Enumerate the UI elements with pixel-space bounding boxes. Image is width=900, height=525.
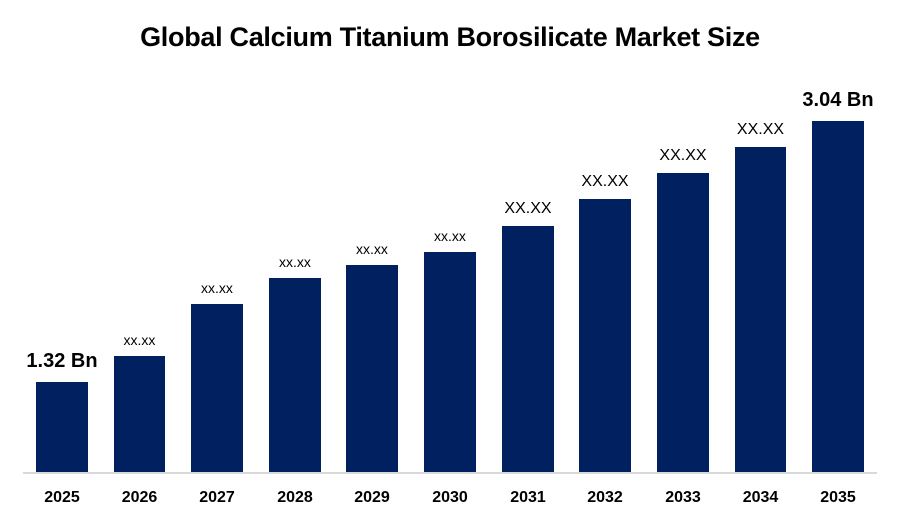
- value-label: 1.32 Bn: [26, 350, 98, 372]
- bar-2025: [36, 382, 88, 472]
- bar-2028: [269, 278, 321, 472]
- x-tick-label: 2034: [742, 489, 779, 506]
- bar-2029: [346, 265, 398, 472]
- x-tick-label: 2033: [665, 489, 701, 506]
- x-tick-label: 2032: [587, 489, 623, 506]
- bar-2027: [191, 304, 243, 472]
- value-label: xx.xx: [434, 228, 466, 244]
- value-label: XX.XX: [581, 173, 629, 190]
- bar-2026: [114, 356, 165, 472]
- bar-2030: [424, 252, 476, 472]
- x-tick-label: 2029: [354, 489, 390, 506]
- value-label: xx.xx: [123, 332, 156, 348]
- x-tick-label: 2030: [432, 489, 468, 506]
- bar-2035: [812, 121, 864, 472]
- x-tick-label: 2031: [510, 489, 546, 506]
- value-label: XX.XX: [736, 121, 785, 138]
- value-label: xx.xx: [201, 280, 233, 296]
- x-tick-label: 2026: [121, 489, 158, 506]
- value-label: xx.xx: [356, 241, 388, 257]
- x-tick-label: 2035: [820, 489, 856, 506]
- x-tick-label: 2025: [44, 489, 80, 506]
- x-axis-line: [23, 472, 877, 474]
- value-label: XX.XX: [504, 200, 552, 217]
- value-label: XX.XX: [659, 147, 707, 164]
- x-tick-label: 2028: [277, 489, 313, 506]
- bar-2034: [735, 147, 786, 472]
- bar-2031: [502, 226, 554, 472]
- bar-2032: [579, 199, 631, 472]
- value-label: 3.04 Bn: [802, 89, 874, 111]
- value-label: xx.xx: [279, 254, 311, 270]
- x-tick-label: 2027: [199, 489, 235, 506]
- chart-title: Global Calcium Titanium Borosilicate Mar…: [140, 22, 760, 52]
- bar-2033: [657, 173, 709, 472]
